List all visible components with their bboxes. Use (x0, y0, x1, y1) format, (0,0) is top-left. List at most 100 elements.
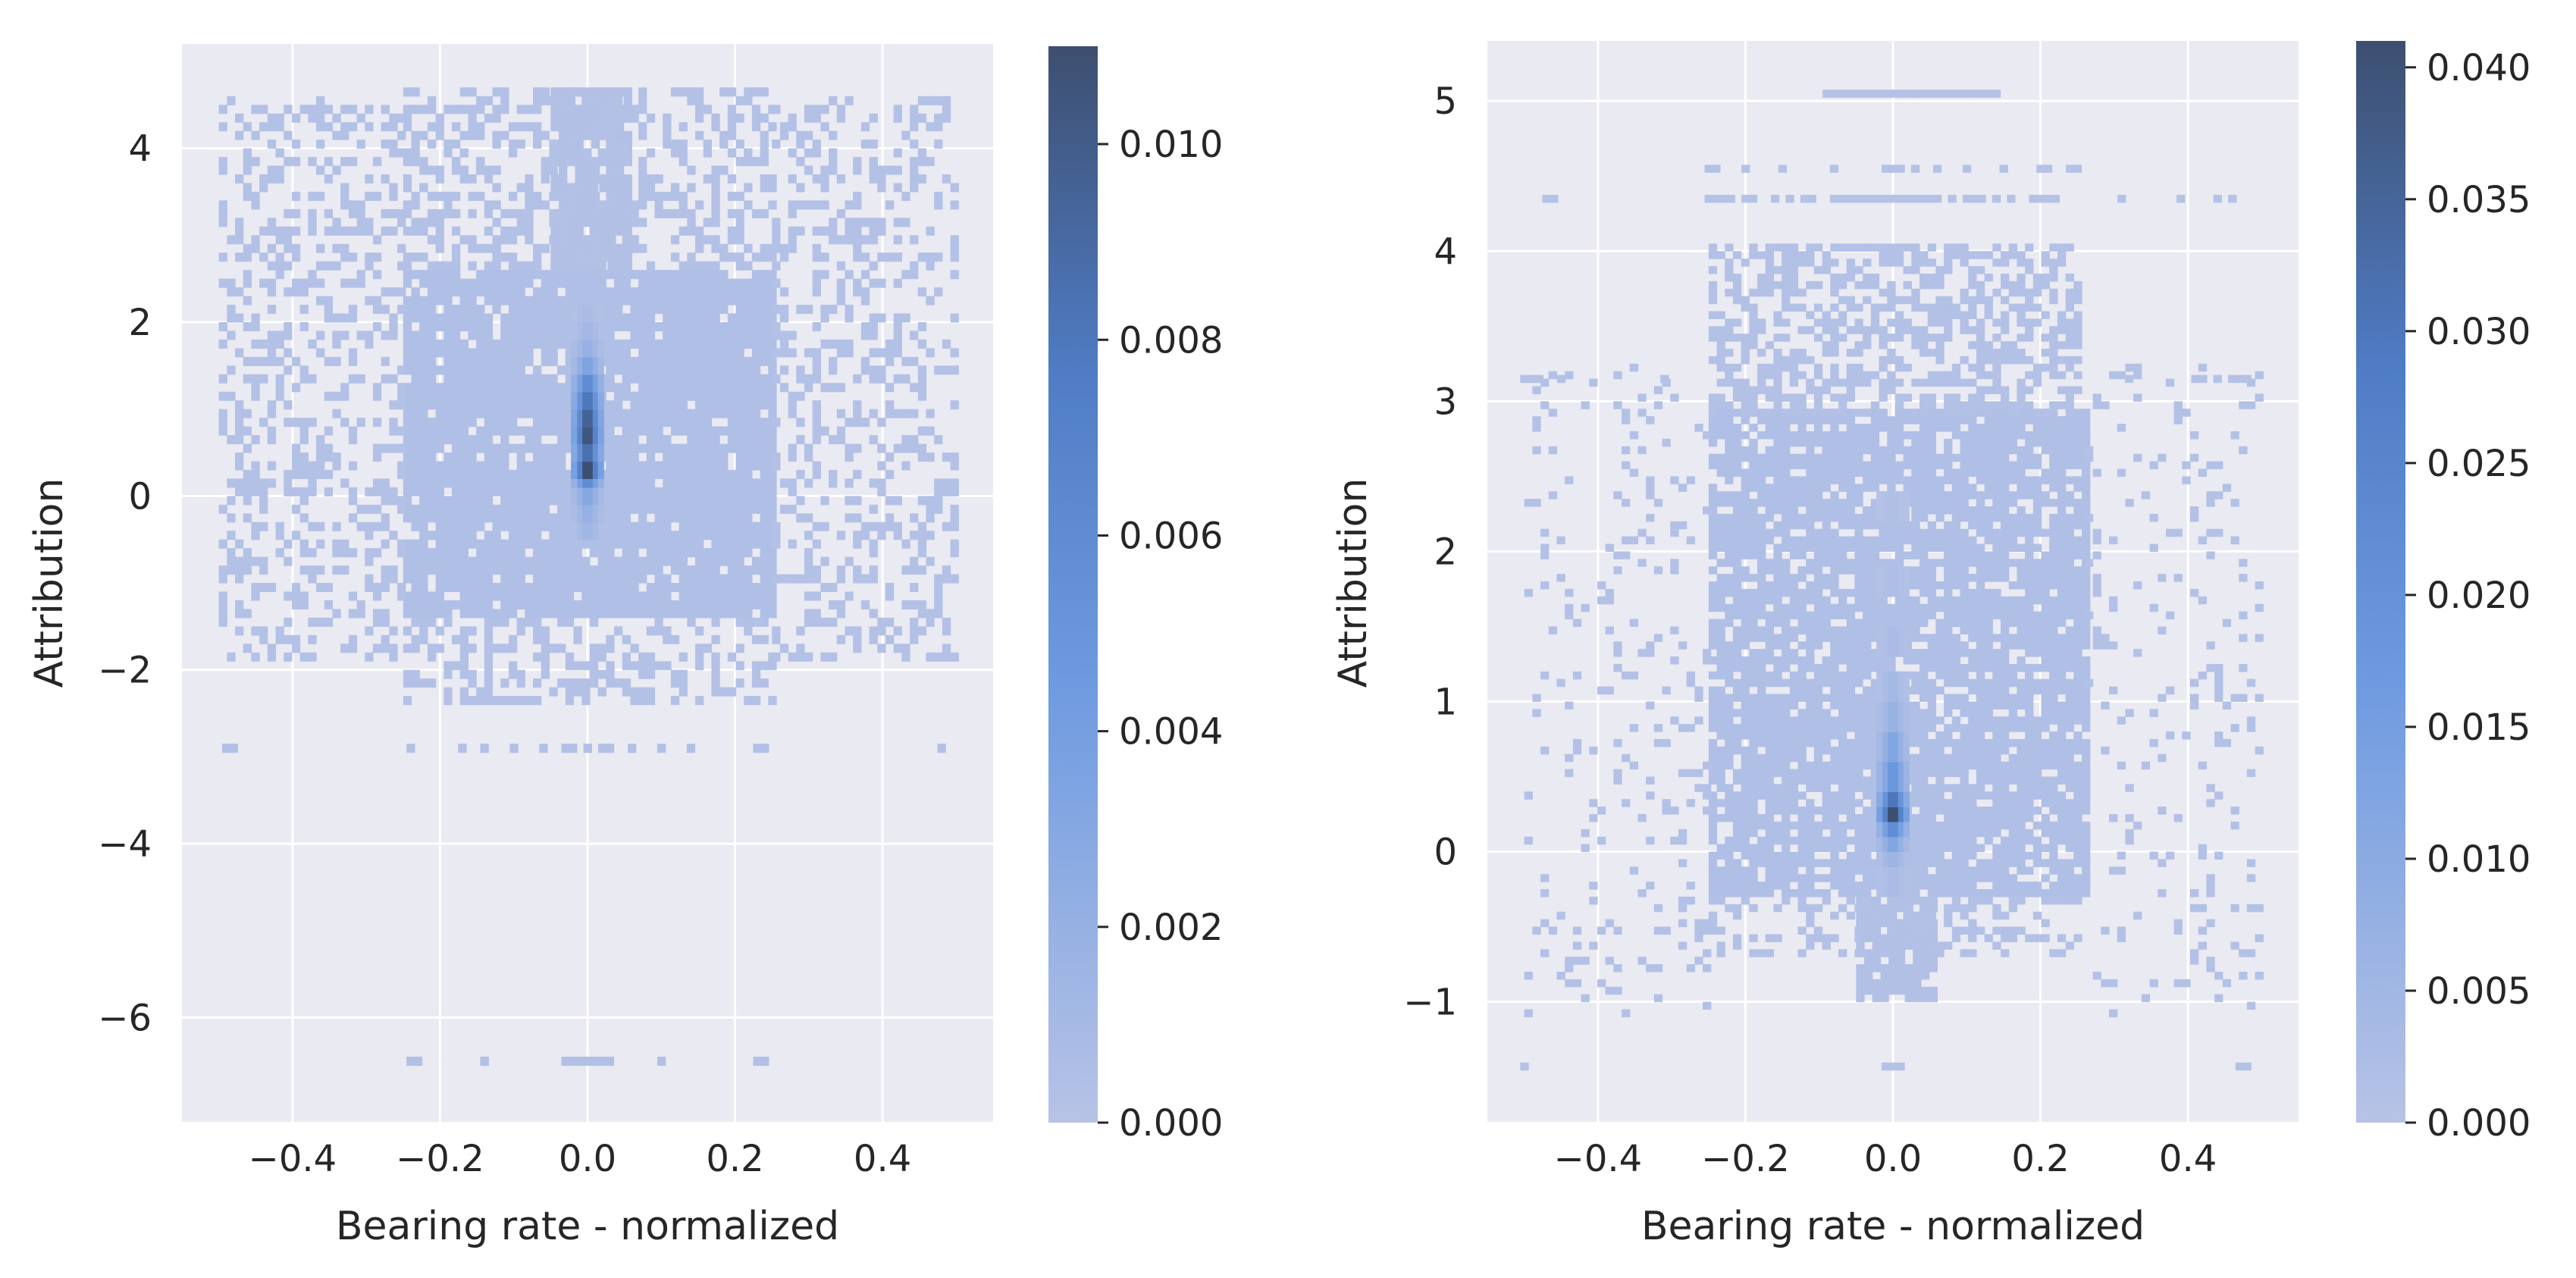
heatmap-cell (1822, 807, 1831, 815)
heatmap-cell (533, 252, 542, 262)
heatmap-cell (711, 113, 720, 123)
heatmap-cell (768, 583, 777, 593)
heatmap-cell (235, 461, 244, 471)
heatmap-cell (492, 105, 501, 114)
heatmap-cell (218, 539, 227, 549)
heatmap-cell (316, 191, 325, 202)
heatmap-cell (1765, 588, 1775, 597)
heatmap-cell (804, 113, 813, 123)
heatmap-cell (557, 218, 566, 227)
heatmap-cell (1846, 431, 1856, 440)
heatmap-cell (235, 539, 244, 549)
heatmap-cell (654, 661, 663, 671)
heatmap-cell (678, 409, 688, 418)
heatmap-cell (1716, 874, 1725, 882)
heatmap-cell (1732, 821, 1742, 830)
heatmap-cell (663, 583, 672, 593)
heatmap-cell (1903, 656, 1912, 665)
heatmap-cell (1838, 746, 1847, 755)
heatmap-cell (853, 218, 862, 227)
heatmap-cell (910, 626, 919, 636)
heatmap-cell (622, 313, 631, 323)
heatmap-cell (1887, 446, 1896, 455)
heatmap-cell (630, 400, 639, 410)
heatmap-cell (622, 591, 631, 601)
heatmap-cell (638, 591, 647, 601)
heatmap-cell (768, 600, 777, 610)
heatmap-cell (1757, 678, 1766, 688)
heatmap-cell (267, 348, 277, 358)
heatmap-cell (1757, 521, 1766, 530)
heatmap-cell (735, 339, 744, 349)
heatmap-cell (443, 148, 453, 158)
heatmap-cell (1838, 882, 1847, 890)
heatmap-cell (443, 278, 453, 288)
heatmap-cell (711, 452, 720, 462)
heatmap-cell (687, 539, 696, 549)
heatmap-cell (1741, 709, 1750, 717)
heatmap-cell (549, 218, 558, 227)
heatmap-cell (218, 609, 227, 619)
heatmap-cell (1716, 844, 1725, 853)
heatmap-cell (557, 278, 566, 288)
x-tick-label: −0.2 (396, 1138, 484, 1180)
heatmap-cell (419, 278, 428, 288)
heatmap-cell (1838, 649, 1847, 657)
heatmap-cell (1725, 543, 1734, 552)
heatmap-cell (533, 591, 542, 601)
heatmap-cell (459, 305, 469, 315)
heatmap-cell (1806, 543, 1815, 552)
heatmap-cell (468, 504, 477, 514)
heatmap-cell (1741, 626, 1750, 634)
heatmap-cell (695, 321, 704, 332)
heatmap-cell (1708, 859, 1718, 867)
heatmap-cell (1732, 829, 1742, 838)
heatmap-cell (1716, 468, 1725, 477)
heatmap-cell (703, 478, 713, 488)
heatmap-cell (597, 556, 606, 566)
heatmap-cell (459, 644, 469, 653)
heatmap-cell (525, 409, 534, 418)
heatmap-cell (492, 522, 501, 531)
heatmap-cell (573, 678, 582, 688)
heatmap-cell (615, 243, 625, 253)
heatmap-cell (829, 165, 838, 175)
heatmap-cell (516, 600, 525, 610)
heatmap-cell (606, 122, 615, 132)
heatmap-cell (1822, 559, 1831, 567)
heatmap-cell (589, 157, 599, 167)
heatmap-cell (670, 504, 680, 514)
heatmap-cell (614, 165, 623, 175)
heatmap-cell (403, 669, 412, 679)
heatmap-cell (525, 583, 534, 593)
heatmap-cell (389, 652, 398, 662)
heatmap-cell (1765, 731, 1775, 740)
heatmap-cell (516, 356, 525, 366)
heatmap-cell (744, 409, 753, 418)
heatmap-cell (275, 226, 284, 236)
heatmap-cell (614, 452, 623, 462)
heatmap-cell (1773, 453, 1782, 462)
heatmap-cell (365, 261, 374, 271)
heatmap-cell (492, 365, 501, 375)
heatmap-cell (1725, 709, 1734, 717)
heatmap-cell (419, 400, 428, 410)
heatmap-cell (1854, 866, 1863, 875)
heatmap-cell (678, 687, 688, 697)
heatmap-cell (500, 461, 509, 471)
heatmap-cell (926, 617, 935, 627)
heatmap-cell (695, 644, 704, 653)
heatmap-cell (703, 305, 713, 315)
heatmap-cell (638, 652, 647, 662)
heatmap-cell (1749, 513, 1758, 522)
heatmap-cell (403, 122, 412, 132)
heatmap-cell (1870, 521, 1880, 530)
heatmap-cell (291, 443, 301, 453)
heatmap-cell (670, 139, 680, 149)
heatmap-cell (1894, 603, 1904, 612)
heatmap-cell (1757, 769, 1766, 778)
heatmap-cell (820, 226, 829, 236)
heatmap-cell (284, 418, 293, 428)
heatmap-cell (218, 208, 227, 218)
heatmap-cell (459, 696, 469, 706)
